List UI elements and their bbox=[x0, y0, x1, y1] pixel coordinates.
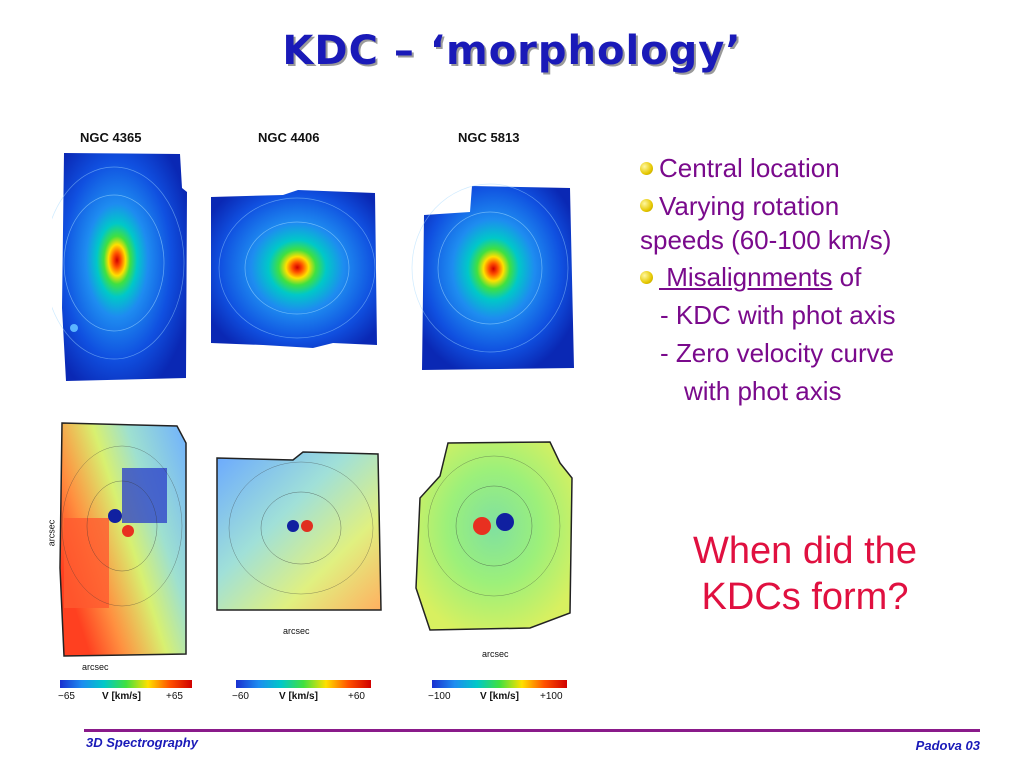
bullet-dot-icon bbox=[640, 199, 653, 213]
bullet-dot-icon bbox=[640, 161, 653, 175]
colorbar-unit-ngc5813: V [km/s] bbox=[480, 691, 519, 702]
axis-label-ngc4365-y: arcsec bbox=[46, 519, 57, 547]
colorbar-min-ngc4406: −60 bbox=[232, 691, 249, 702]
sub-bullet-zero-velocity-curve: - Zero velocity curve bbox=[660, 337, 895, 368]
colorbar-unit-ngc4365: V [km/s] bbox=[102, 691, 141, 702]
bullet-misalignments: Misalignments of bbox=[640, 261, 1010, 295]
velocity-map-ngc5813 bbox=[415, 441, 573, 631]
colorbar-max-ngc5813: +100 bbox=[540, 691, 563, 702]
velocity-map-ngc4406 bbox=[216, 451, 382, 611]
slide-title: KDC – ‘morphology’ bbox=[282, 28, 742, 74]
footer-left-text: 3D Spectrography bbox=[86, 735, 198, 750]
axis-label-ngc4406-x: arcsec bbox=[283, 626, 310, 636]
sub-bullet-kdc-phot-axis: - KDC with phot axis bbox=[660, 300, 896, 331]
kdc-question: When did the KDCs form? bbox=[693, 530, 917, 619]
galaxy-name-ngc5813: NGC 5813 bbox=[458, 130, 520, 145]
colorbar-max-ngc4406: +60 bbox=[348, 691, 365, 702]
bullet-list: Central location Varying rotation speeds… bbox=[640, 152, 1010, 413]
bullet-rotation-speeds: Varying rotation speeds (60-100 km/s) bbox=[640, 190, 892, 255]
colorbar-min-ngc4365: −65 bbox=[58, 691, 75, 702]
galaxy-name-ngc4365: NGC 4365 bbox=[80, 130, 142, 145]
colorbar-ngc5813 bbox=[432, 680, 567, 688]
footer-rule bbox=[84, 729, 980, 732]
colorbar-unit-ngc4406: V [km/s] bbox=[279, 691, 318, 702]
colorbar-min-ngc5813: −100 bbox=[428, 691, 451, 702]
intensity-map-ngc4406 bbox=[211, 190, 377, 348]
colorbar-max-ngc4365: +65 bbox=[166, 691, 183, 702]
axis-label-ngc4365-x: arcsec bbox=[82, 662, 109, 672]
colorbar-ngc4365 bbox=[60, 680, 192, 688]
intensity-map-ngc5813 bbox=[411, 183, 574, 370]
intensity-map-ngc4365 bbox=[52, 153, 187, 381]
bullet-central-location: Central location bbox=[640, 152, 1010, 186]
footer-right-text: Padova 03 bbox=[915, 738, 980, 753]
velocity-map-ngc4365 bbox=[59, 422, 187, 657]
bullet-dot-icon bbox=[640, 271, 653, 285]
galaxy-name-ngc4406: NGC 4406 bbox=[258, 130, 320, 145]
sub-bullet-with-phot-axis: with phot axis bbox=[684, 375, 842, 406]
axis-label-ngc5813-x: arcsec bbox=[482, 649, 509, 659]
colorbar-ngc4406 bbox=[236, 680, 371, 688]
